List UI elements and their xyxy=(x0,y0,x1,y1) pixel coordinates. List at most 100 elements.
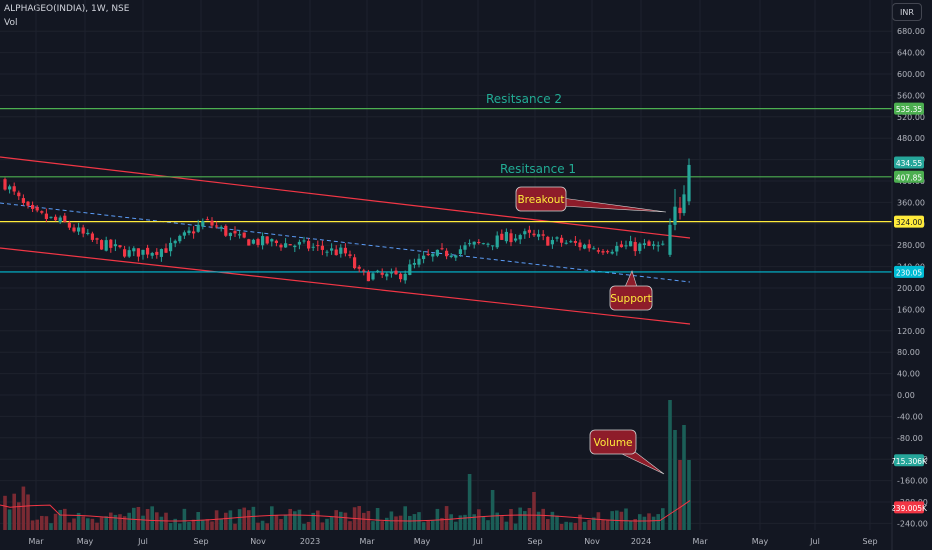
candle-body[interactable] xyxy=(256,239,260,245)
candle-body[interactable] xyxy=(251,239,255,244)
candle-body[interactable] xyxy=(366,272,370,282)
candle-body[interactable] xyxy=(100,240,104,250)
candle-body[interactable] xyxy=(472,241,476,245)
candle-body[interactable] xyxy=(219,226,223,229)
candle-body[interactable] xyxy=(8,186,12,190)
candle-body[interactable] xyxy=(500,233,504,240)
candle-body[interactable] xyxy=(196,224,200,232)
candle-body[interactable] xyxy=(274,240,278,243)
candle-body[interactable] xyxy=(233,231,237,234)
candle-body[interactable] xyxy=(316,245,320,247)
price-tag[interactable] xyxy=(894,501,924,514)
candle-body[interactable] xyxy=(155,251,159,255)
candle-body[interactable] xyxy=(610,251,614,254)
candle-body[interactable] xyxy=(353,257,357,269)
candle-body[interactable] xyxy=(583,244,587,249)
candle-body[interactable] xyxy=(426,253,430,256)
candle-body[interactable] xyxy=(123,249,127,257)
candle-body[interactable] xyxy=(141,249,145,255)
candle-body[interactable] xyxy=(569,241,573,243)
candle-body[interactable] xyxy=(647,241,651,246)
candle-body[interactable] xyxy=(592,248,596,250)
candle-body[interactable] xyxy=(173,240,177,244)
candle-body[interactable] xyxy=(132,248,136,252)
candle-body[interactable] xyxy=(573,241,577,243)
candle-body[interactable] xyxy=(495,235,499,248)
candle-body[interactable] xyxy=(633,241,637,252)
candle-body[interactable] xyxy=(606,251,610,253)
candle-body[interactable] xyxy=(376,270,380,273)
candle-body[interactable] xyxy=(601,251,605,253)
candle-body[interactable] xyxy=(127,250,131,257)
candle-body[interactable] xyxy=(169,242,173,252)
candle-body[interactable] xyxy=(532,233,536,236)
candle-body[interactable] xyxy=(104,240,108,251)
candle-body[interactable] xyxy=(555,237,559,239)
channel-upper-line[interactable] xyxy=(0,156,691,239)
channel-mid-dashed-line[interactable] xyxy=(0,202,691,283)
candle-body[interactable] xyxy=(596,250,600,252)
candle-body[interactable] xyxy=(44,213,48,219)
candle-body[interactable] xyxy=(284,243,288,248)
candle-body[interactable] xyxy=(67,222,71,228)
candle-body[interactable] xyxy=(26,201,30,206)
candle-body[interactable] xyxy=(537,234,541,237)
candle-body[interactable] xyxy=(113,244,117,247)
candle-body[interactable] xyxy=(518,235,522,240)
candle-body[interactable] xyxy=(389,271,393,274)
candle-body[interactable] xyxy=(629,241,633,247)
candle-body[interactable] xyxy=(652,244,656,246)
candle-body[interactable] xyxy=(95,238,99,240)
candle-body[interactable] xyxy=(86,232,90,235)
candle-body[interactable] xyxy=(58,217,62,223)
price-tag[interactable] xyxy=(894,265,924,278)
candle-body[interactable] xyxy=(3,179,7,190)
candle-body[interactable] xyxy=(12,186,16,192)
candle-body[interactable] xyxy=(463,245,467,250)
candle-body[interactable] xyxy=(491,245,495,247)
price-tag[interactable] xyxy=(894,454,924,467)
candle-body[interactable] xyxy=(481,243,485,245)
candle-body[interactable] xyxy=(164,248,168,253)
candle-body[interactable] xyxy=(247,239,251,246)
candle-body[interactable] xyxy=(302,240,306,242)
candle-body[interactable] xyxy=(642,243,646,245)
candle-body[interactable] xyxy=(265,236,269,244)
candle-body[interactable] xyxy=(63,215,67,222)
candle-body[interactable] xyxy=(624,245,628,247)
candle-body[interactable] xyxy=(307,240,311,249)
candle-body[interactable] xyxy=(215,225,219,227)
candle-body[interactable] xyxy=(408,264,412,275)
candle-body[interactable] xyxy=(21,198,25,204)
candle-body[interactable] xyxy=(514,238,518,241)
channel-lower-line[interactable] xyxy=(0,247,691,325)
candle-body[interactable] xyxy=(486,243,490,245)
candle-body[interactable] xyxy=(31,204,35,209)
candle-body[interactable] xyxy=(638,243,642,251)
candle-body[interactable] xyxy=(687,164,691,202)
candle-body[interactable] xyxy=(678,207,682,214)
candle-body[interactable] xyxy=(178,235,182,242)
candle-body[interactable] xyxy=(339,247,343,254)
candle-body[interactable] xyxy=(146,247,150,255)
candle-body[interactable] xyxy=(412,262,416,265)
candle-body[interactable] xyxy=(422,255,426,260)
volume-indicator-label[interactable]: Vol xyxy=(4,18,18,28)
candle-body[interactable] xyxy=(403,273,407,281)
candle-body[interactable] xyxy=(35,207,39,211)
candle-body[interactable] xyxy=(150,253,154,256)
candle-body[interactable] xyxy=(371,273,375,280)
candle-body[interactable] xyxy=(357,266,361,269)
candle-body[interactable] xyxy=(362,270,366,272)
price-tag[interactable] xyxy=(894,170,924,183)
candle-body[interactable] xyxy=(458,249,462,255)
support-callout[interactable] xyxy=(609,285,653,311)
candle-body[interactable] xyxy=(682,194,686,214)
candle-body[interactable] xyxy=(192,231,196,234)
candle-body[interactable] xyxy=(431,253,435,257)
candle-body[interactable] xyxy=(445,250,449,257)
candle-body[interactable] xyxy=(504,231,508,242)
candle-body[interactable] xyxy=(242,232,246,238)
candle-body[interactable] xyxy=(380,272,384,275)
